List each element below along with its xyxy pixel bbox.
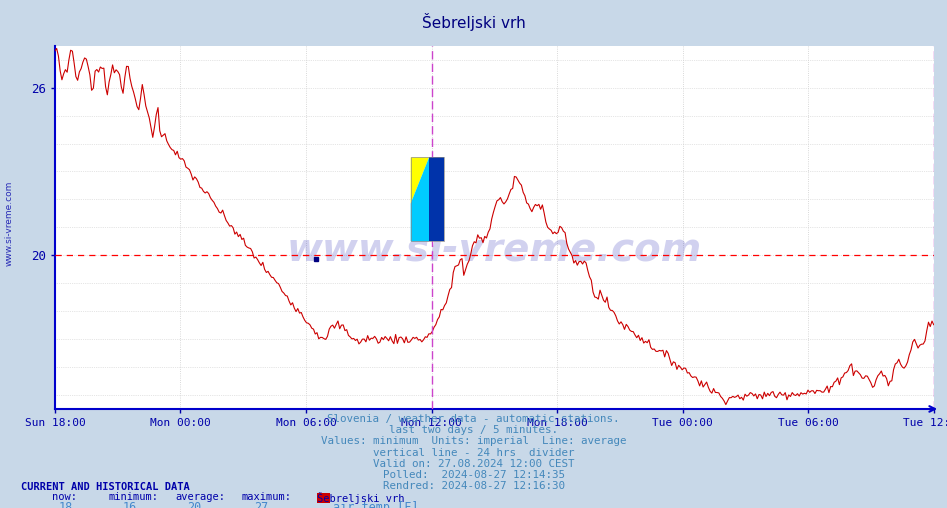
Text: www.si-vreme.com: www.si-vreme.com [5, 181, 14, 266]
Text: Šebreljski vrh: Šebreljski vrh [317, 492, 404, 504]
Text: Slovenia / weather data - automatic stations.: Slovenia / weather data - automatic stat… [328, 414, 619, 424]
Text: CURRENT AND HISTORICAL DATA: CURRENT AND HISTORICAL DATA [21, 482, 189, 492]
Text: maximum:: maximum: [241, 492, 292, 502]
Text: average:: average: [175, 492, 225, 502]
Text: minimum:: minimum: [109, 492, 159, 502]
Text: last two days / 5 minutes.: last two days / 5 minutes. [389, 425, 558, 435]
Bar [411, 157, 444, 241]
Polygon shape [429, 157, 444, 241]
Text: air temp.[F]: air temp.[F] [333, 501, 419, 508]
Text: Rendred: 2024-08-27 12:16:30: Rendred: 2024-08-27 12:16:30 [383, 481, 564, 491]
Text: 18: 18 [59, 501, 73, 508]
Text: www.si-vreme.com: www.si-vreme.com [287, 230, 702, 268]
Text: 20: 20 [188, 501, 202, 508]
Text: 16: 16 [123, 501, 137, 508]
Text: 27: 27 [254, 501, 268, 508]
Text: Šebreljski vrh: Šebreljski vrh [421, 13, 526, 30]
Polygon shape [411, 157, 429, 241]
Text: now:: now: [52, 492, 77, 502]
Text: Values: minimum  Units: imperial  Line: average: Values: minimum Units: imperial Line: av… [321, 436, 626, 447]
Text: vertical line - 24 hrs  divider: vertical line - 24 hrs divider [373, 448, 574, 458]
Text: Polled:  2024-08-27 12:14:35: Polled: 2024-08-27 12:14:35 [383, 470, 564, 480]
Polygon shape [411, 157, 429, 204]
Text: Valid on: 27.08.2024 12:00 CEST: Valid on: 27.08.2024 12:00 CEST [373, 459, 574, 469]
